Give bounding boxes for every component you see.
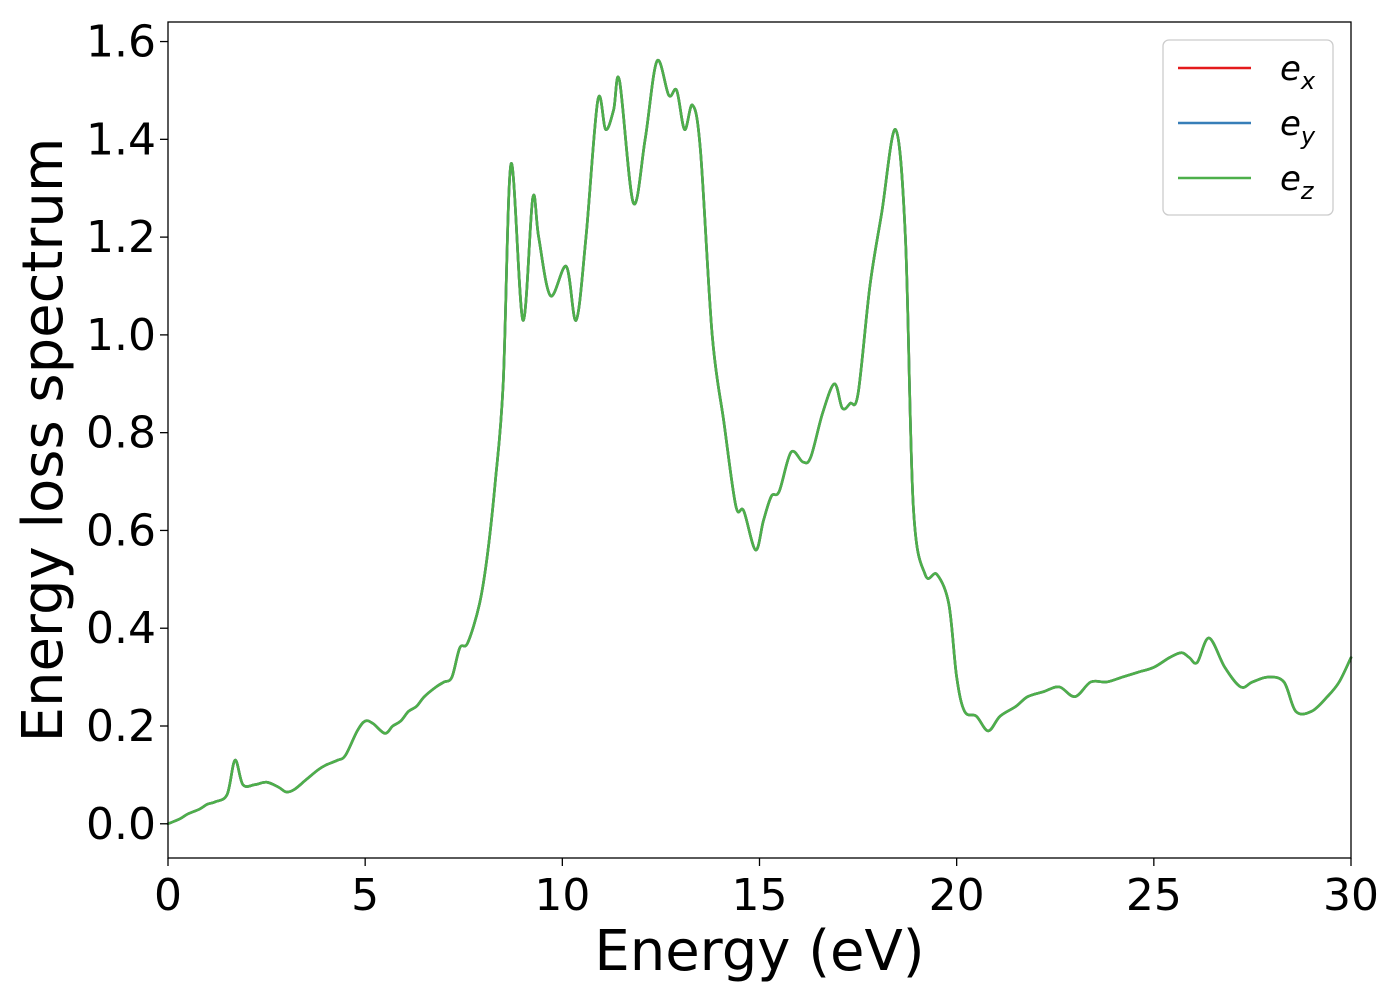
y-tick-label: 0.4 (86, 603, 156, 654)
y-axis-label: Energy loss spectrum (11, 138, 76, 743)
y-tick-label: 1.6 (86, 17, 156, 68)
legend-label-ey: ey (1280, 104, 1316, 150)
legend-box (1162, 39, 1334, 216)
y-tick-label: 1.2 (86, 212, 156, 263)
x-axis-label: Energy (eV) (594, 919, 924, 984)
y-tick-label: 0.2 (86, 701, 156, 752)
y-tick-label: 1.0 (86, 310, 156, 361)
y-axis-ticks: 0.0 0.2 0.4 0.6 0.8 1.0 1.2 1.4 1.6 (86, 17, 168, 850)
legend: ex ey ez (1162, 39, 1334, 216)
x-axis-ticks: 0 5 10 15 20 25 30 (154, 858, 1379, 921)
x-tick-label: 0 (154, 870, 182, 921)
y-tick-label: 0.6 (86, 505, 156, 556)
y-tick-label: 0.8 (86, 408, 156, 459)
x-tick-label: 10 (534, 870, 590, 921)
series-line-ez (166, 58, 1353, 826)
x-tick-label: 25 (1126, 870, 1182, 921)
series-layer (166, 58, 1353, 826)
x-tick-label: 5 (351, 870, 379, 921)
y-tick-label: 1.4 (86, 114, 156, 165)
y-tick-label: 0.0 (86, 799, 156, 850)
x-tick-label: 30 (1323, 870, 1379, 921)
legend-label-ex: ex (1280, 49, 1316, 95)
legend-label-ez: ez (1280, 159, 1315, 205)
x-tick-label: 20 (929, 870, 985, 921)
x-tick-label: 15 (732, 870, 788, 921)
